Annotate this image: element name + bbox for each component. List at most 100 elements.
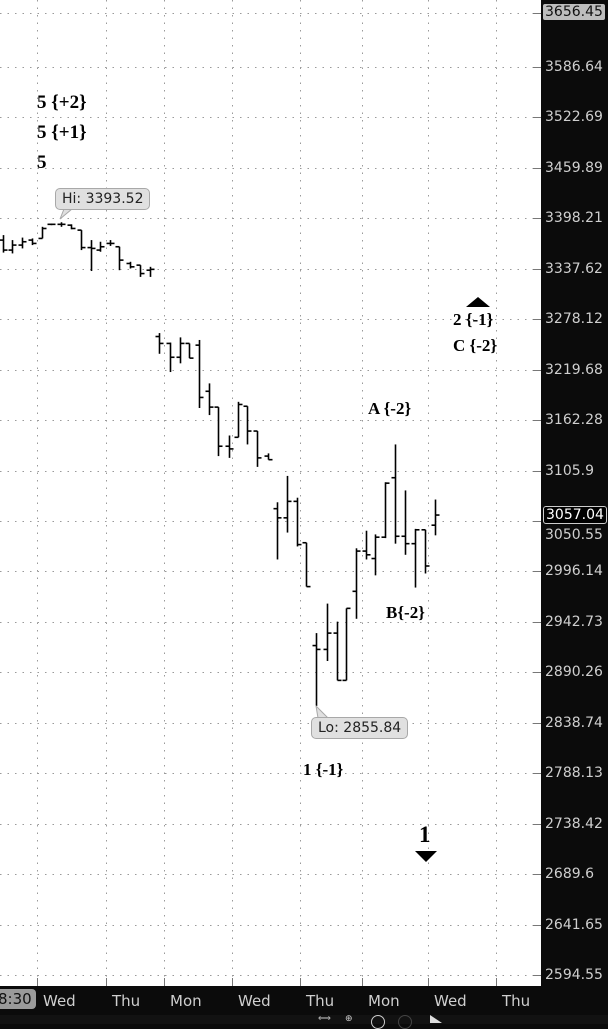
wave-label-2: 2 {-1} xyxy=(453,310,494,329)
y-tick-label: 2641.65 xyxy=(545,916,603,933)
time-axis[interactable]: 8:30 Wed Thu Mon Wed Thu Mon Wed Thu xyxy=(0,986,608,1016)
ohlc-bar xyxy=(264,453,273,461)
pan-icon[interactable]: ⟺ xyxy=(318,1014,331,1024)
y-tick-label: 2890.26 xyxy=(545,664,603,681)
wave-label-c: C {-2} xyxy=(453,336,498,355)
wave-label-5: 5 xyxy=(37,152,47,173)
ohlc-bar xyxy=(273,502,282,560)
top-price-label: 3656.45 xyxy=(543,4,605,20)
y-tick-label: 3398.21 xyxy=(545,210,603,227)
ohlc-bar xyxy=(136,264,145,277)
y-tick-label: 2788.13 xyxy=(545,765,603,782)
ohlc-bar xyxy=(195,339,204,409)
y-tick-label: 2738.42 xyxy=(545,815,603,832)
ohlc-bar xyxy=(333,621,342,682)
ohlc-bar xyxy=(243,405,252,445)
x-tick-label: Mon xyxy=(170,992,202,1010)
circle-icon[interactable] xyxy=(398,1015,412,1029)
ohlc-bar xyxy=(342,607,351,682)
ohlc-bar xyxy=(225,435,234,458)
price-axis[interactable]: 3656.45 3586.64 3522.69 3459.89 3398.21 3337.… xyxy=(541,0,608,986)
ohlc-bar xyxy=(352,548,361,619)
low-price-bubble: Lo: 2855.84 xyxy=(311,717,409,739)
ohlc-bar xyxy=(77,229,86,251)
ohlc-bar xyxy=(57,222,66,227)
ohlc-bar xyxy=(106,240,115,246)
ohlc-bar xyxy=(38,226,47,240)
ohlc-bar xyxy=(381,482,390,539)
ohlc-bar xyxy=(166,342,175,373)
y-tick-label: 3459.89 xyxy=(545,159,603,176)
y-tick-label: 2838.74 xyxy=(545,714,603,731)
ohlc-bar xyxy=(312,633,321,706)
ohlc-bar xyxy=(411,528,420,588)
ohlc-bar xyxy=(8,240,17,254)
wave-label-1-minus1: 1 {-1} xyxy=(303,760,344,779)
ohlc-bar xyxy=(391,444,400,544)
play-icon[interactable] xyxy=(430,1015,442,1023)
ohlc-bar xyxy=(234,401,243,439)
y-tick-label: 3337.62 xyxy=(545,260,603,277)
y-tick-label: 2594.55 xyxy=(545,967,603,983)
last-price-label: 3057.04 xyxy=(543,506,607,525)
wave-label-1: 1 xyxy=(419,822,431,847)
ohlc-bar xyxy=(0,235,8,253)
ohlc-bar xyxy=(362,530,371,560)
ohlc-bar xyxy=(87,240,96,272)
y-tick-label: 3219.68 xyxy=(545,361,603,378)
low-bubble-pointer xyxy=(315,704,329,719)
y-tick-label: 3586.64 xyxy=(545,59,603,76)
high-price-bubble: Hi: 3393.52 xyxy=(55,188,151,210)
ohlc-bar xyxy=(431,499,440,536)
ohlc-bar xyxy=(205,383,214,416)
x-tick-label: Wed xyxy=(434,992,467,1010)
time-cursor-label: 8:30 xyxy=(0,989,36,1009)
ohlc-bar xyxy=(401,490,410,555)
wave-label-a: A {-2} xyxy=(368,399,412,418)
y-tick-label: 2996.14 xyxy=(545,563,603,580)
ohlc-bar xyxy=(96,241,105,252)
ohlc-bar xyxy=(67,224,76,230)
y-tick-label: 3050.55 xyxy=(545,527,603,544)
x-tick-label: Thu xyxy=(112,992,141,1010)
ohlc-bar xyxy=(155,333,164,354)
ohlc-bar xyxy=(47,223,56,226)
y-tick-label: 3522.69 xyxy=(545,109,603,126)
x-tick-label: Thu xyxy=(306,992,335,1010)
y-tick-label: 2689.6 xyxy=(545,866,594,883)
ohlc-bar xyxy=(126,261,135,269)
price-plot[interactable]: 5 {+2} 5 {+1} 5 2 {-1} C {-2} A {-2} B{-… xyxy=(0,0,541,986)
ohlc-bar xyxy=(146,266,155,277)
ohlc-bar xyxy=(28,238,37,246)
high-bubble-pointer xyxy=(59,208,73,220)
up-arrow-icon xyxy=(466,297,490,307)
y-tick-label: 3278.12 xyxy=(545,311,603,328)
ohlc-bar xyxy=(323,603,332,661)
ohlc-bar xyxy=(421,528,430,574)
ohlc-bar xyxy=(253,430,262,467)
ohlc-bar xyxy=(18,237,27,249)
crosshair-icon[interactable]: ⊕ xyxy=(345,1014,353,1024)
x-tick-label: Wed xyxy=(43,992,76,1010)
clock-icon[interactable] xyxy=(371,1015,385,1029)
ohlc-bar xyxy=(214,406,223,457)
ohlc-bar xyxy=(302,541,311,588)
ohlc-bar xyxy=(185,342,194,359)
x-tick-label: Wed xyxy=(238,992,271,1010)
ohlc-bar xyxy=(176,337,185,364)
ohlc-bar xyxy=(371,534,380,576)
ohlc-bar xyxy=(115,245,124,271)
x-tick-label: Mon xyxy=(368,992,400,1010)
wave-label-5-plus1: 5 {+1} xyxy=(37,122,87,143)
y-tick-label: 3162.28 xyxy=(545,412,603,429)
wave-label-5-plus2: 5 {+2} xyxy=(37,92,87,113)
x-tick-label: Thu xyxy=(502,992,531,1010)
y-tick-label: 3105.9 xyxy=(545,462,594,479)
ohlc-bar xyxy=(283,475,292,533)
ohlc-bar xyxy=(293,497,302,547)
wave-label-b: B{-2} xyxy=(386,603,425,622)
down-arrow-icon xyxy=(415,851,437,862)
bottom-toolbar: ⟺ ⊕ xyxy=(0,1014,608,1029)
ohlc-chart xyxy=(0,0,541,986)
